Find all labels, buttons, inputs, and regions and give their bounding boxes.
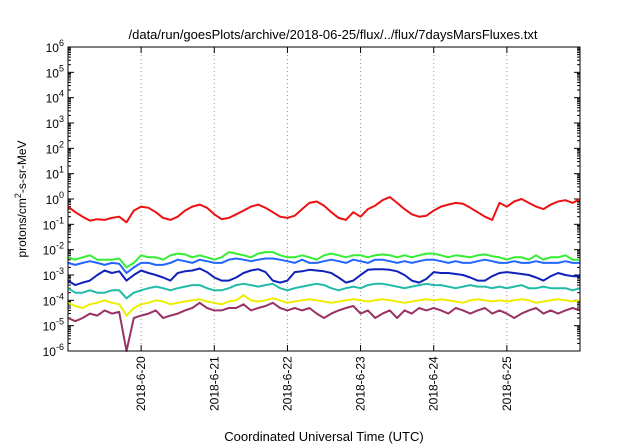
y-tick-exponent: 3 bbox=[59, 114, 64, 124]
series-line-0 bbox=[67, 196, 581, 224]
x-tick-label: 2018-6-24 bbox=[427, 356, 441, 411]
x-tick-label: 2018-6-21 bbox=[207, 356, 221, 411]
y-tick-label: 104 bbox=[46, 89, 64, 106]
y-tick-base: 10 bbox=[46, 168, 60, 182]
y-tick-label: 10-5 bbox=[43, 317, 64, 334]
x-tick-label: 2018-6-23 bbox=[354, 356, 368, 411]
y-tick-label: 103 bbox=[46, 114, 64, 131]
plot-frame bbox=[67, 46, 581, 352]
series-line-1 bbox=[67, 251, 580, 269]
y-tick-base: 10 bbox=[43, 244, 57, 258]
x-tick-label: 2018-6-20 bbox=[134, 356, 148, 411]
y-tick-label: 10-6 bbox=[43, 342, 64, 359]
y-tick-label: 102 bbox=[46, 139, 64, 156]
y-tick-exponent: -2 bbox=[56, 241, 64, 251]
y-tick-exponent: 4 bbox=[59, 89, 64, 99]
x-axis-ticks: 2018-6-20 2018-6-21 2018-6-22 2018-6-23 2018… bbox=[134, 47, 514, 411]
x-tick-label: 2018-6-22 bbox=[280, 356, 294, 411]
y-tick-base: 10 bbox=[46, 142, 60, 156]
y-tick-base: 10 bbox=[46, 193, 60, 207]
series-line-6 bbox=[67, 301, 581, 352]
y-axis-label-suffix: -s-sr-MeV bbox=[15, 140, 29, 193]
series-line-4 bbox=[67, 282, 581, 300]
y-tick-base: 10 bbox=[46, 66, 60, 80]
y-tick-exponent: -6 bbox=[56, 342, 64, 352]
data-series bbox=[67, 196, 581, 352]
y-tick-base: 10 bbox=[46, 117, 60, 131]
series-line-2 bbox=[67, 257, 580, 274]
y-tick-base: 10 bbox=[43, 294, 57, 308]
y-tick-exponent: 1 bbox=[59, 165, 64, 175]
y-tick-label: 105 bbox=[46, 63, 64, 80]
series-line-3 bbox=[67, 267, 580, 287]
y-tick-base: 10 bbox=[43, 320, 57, 334]
y-tick-base: 10 bbox=[43, 218, 57, 232]
y-tick-exponent: 0 bbox=[59, 190, 64, 200]
y-tick-base: 10 bbox=[43, 269, 57, 283]
y-tick-label: 101 bbox=[46, 165, 64, 182]
y-tick-exponent: -4 bbox=[56, 291, 64, 301]
y-axis-label-sup: 2 bbox=[13, 193, 23, 198]
y-tick-exponent: 6 bbox=[59, 38, 64, 48]
grid-lines bbox=[140, 47, 508, 351]
y-tick-label: 10-1 bbox=[43, 215, 64, 232]
x-tick-label: 2018-6-25 bbox=[500, 356, 514, 411]
y-tick-exponent: 2 bbox=[59, 139, 64, 149]
y-axis-label-prefix: protons/cm bbox=[15, 198, 29, 257]
y-tick-label: 10-2 bbox=[43, 241, 64, 258]
y-tick-exponent: -5 bbox=[56, 317, 64, 327]
chart-title: /data/run/goesPlots/archive/2018-06-25/f… bbox=[129, 27, 538, 42]
x-axis-label: Coordinated Universal Time (UTC) bbox=[224, 429, 423, 444]
y-axis-label: protons/cm2-s-sr-MeV bbox=[13, 140, 29, 257]
y-tick-label: 106 bbox=[46, 38, 64, 55]
series-line-5 bbox=[67, 294, 581, 317]
y-tick-label: 10-3 bbox=[43, 266, 64, 283]
y-tick-label: 100 bbox=[46, 190, 64, 207]
y-tick-label: 10-4 bbox=[43, 291, 64, 308]
y-tick-exponent: -1 bbox=[56, 215, 64, 225]
y-tick-exponent: -3 bbox=[56, 266, 64, 276]
y-tick-exponent: 5 bbox=[59, 63, 64, 73]
y-tick-base: 10 bbox=[46, 92, 60, 106]
y-tick-base: 10 bbox=[43, 345, 57, 359]
y-tick-base: 10 bbox=[46, 41, 60, 55]
